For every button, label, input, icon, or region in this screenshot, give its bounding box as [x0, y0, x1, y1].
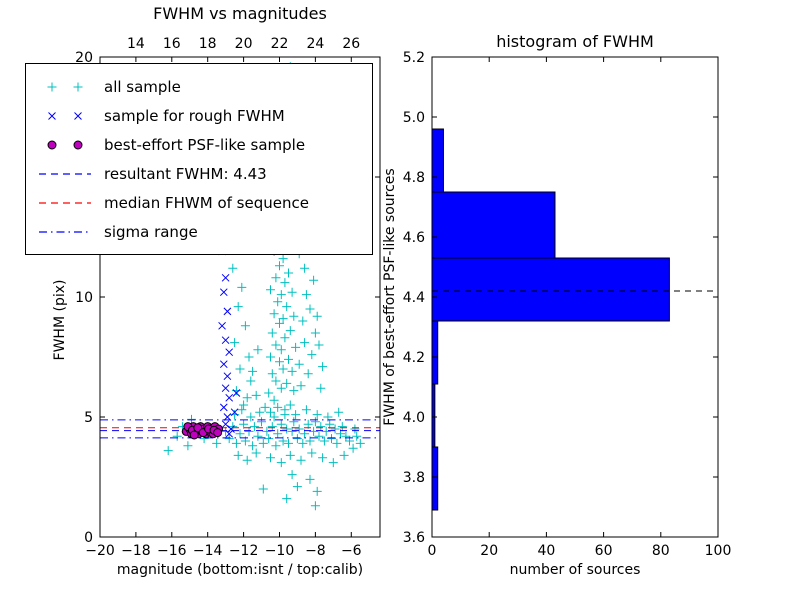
left-chart-title: FWHM vs magnitudes: [153, 4, 327, 23]
top-x-tick-label: 14: [127, 36, 145, 52]
x-tick-label: 0: [428, 543, 437, 559]
x-tick-label: 20: [480, 543, 498, 559]
legend-item: sigma range: [36, 217, 372, 246]
x-tick-label: −16: [157, 543, 187, 559]
top-x-tick-label: 22: [271, 36, 289, 52]
circle-marker-icon: [73, 140, 83, 149]
legend-item: resultant FWHM: 4.43: [36, 159, 372, 188]
x-tick-label: 40: [537, 543, 555, 559]
legend-label: resultant FWHM: 4.43: [104, 164, 267, 183]
top-x-tick-label: 24: [306, 36, 324, 52]
y-tick-label: 20: [75, 50, 93, 66]
psf-sample-point: [189, 430, 199, 440]
legend-label: median FHWM of sequence: [104, 193, 309, 212]
y-tick-label: 4.6: [403, 230, 425, 246]
legend-item: all sample: [36, 72, 372, 101]
legend-sample-icon: [48, 111, 82, 120]
x-marker-icon: [48, 111, 56, 120]
top-x-tick-label: 26: [342, 36, 360, 52]
x-tick-label: 60: [595, 543, 613, 559]
x-tick-label: −12: [229, 543, 259, 559]
circle-marker-icon: [47, 140, 57, 149]
y-tick-label: 4.0: [403, 410, 425, 426]
legend-label: sigma range: [104, 222, 198, 241]
x-tick-label: −14: [193, 543, 223, 559]
left-xaxis-label: magnitude (bottom:isnt / top:calib): [116, 562, 364, 578]
top-x-tick-label: 16: [163, 36, 181, 52]
legend-label: sample for rough FWHM: [104, 106, 285, 125]
x-tick-label: −10: [265, 543, 295, 559]
y-tick-label: 10: [75, 290, 93, 306]
top-x-tick-label: 20: [235, 36, 253, 52]
x-tick-label: 100: [705, 543, 732, 559]
legend-sample-icon: [39, 201, 91, 204]
y-tick-label: 4.8: [403, 170, 425, 186]
histogram-bar: [431, 128, 444, 193]
legend: all sample sample for rough FWHM best-effo…: [25, 63, 373, 255]
right-chart-title: histogram of FWHM: [496, 32, 654, 51]
legend-item: sample for rough FWHM: [36, 101, 372, 130]
legend-item: best-effort PSF-like sample: [36, 130, 372, 159]
histogram-bar: [431, 320, 439, 385]
right-yaxis-label: FWHM of best-effort PSF-like sources: [382, 168, 398, 426]
y-tick-label: 4.4: [403, 290, 425, 306]
histogram-bar: [431, 257, 670, 322]
x-tick-label: −20: [85, 543, 115, 559]
x-tick-label: 80: [652, 543, 670, 559]
histogram-bar: [431, 446, 439, 511]
legend-label: all sample: [104, 77, 181, 96]
x-marker-icon: [74, 111, 82, 120]
y-tick-label: 5.0: [403, 110, 425, 126]
x-tick-label: −18: [121, 543, 151, 559]
plus-marker-icon: [73, 82, 83, 91]
right-xaxis-label: number of sources: [509, 562, 641, 578]
y-tick-label: 4.2: [403, 350, 425, 366]
legend-sample-icon: [39, 230, 91, 233]
y-tick-label: 5: [84, 410, 93, 426]
legend-item: median FHWM of sequence: [36, 188, 372, 217]
y-tick-label: 3.6: [403, 530, 425, 546]
y-tick-label: 3.8: [403, 470, 425, 486]
histogram-bar: [431, 191, 556, 259]
y-tick-label: 0: [84, 530, 93, 546]
x-tick-label: −8: [305, 543, 326, 559]
top-x-tick-label: 18: [199, 36, 217, 52]
legend-sample-icon: [39, 172, 91, 175]
psf-sample-point: [213, 428, 223, 438]
plus-marker-icon: [47, 82, 57, 91]
legend-sample-icon: [47, 140, 83, 149]
legend-label: best-effort PSF-like sample: [104, 135, 306, 154]
legend-sample-icon: [47, 82, 83, 91]
y-tick-label: 5.2: [403, 50, 425, 66]
x-tick-label: −6: [341, 543, 362, 559]
